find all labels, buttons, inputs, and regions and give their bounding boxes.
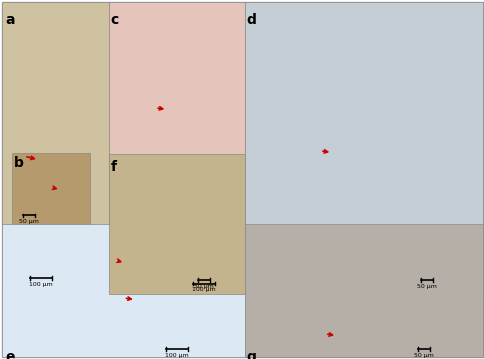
Text: a: a — [6, 13, 15, 27]
Text: 100 µm: 100 µm — [30, 282, 53, 287]
Text: b: b — [14, 156, 23, 170]
Bar — [244, 2, 482, 294]
Text: 100 µm: 100 µm — [165, 353, 188, 358]
Text: 50 µm: 50 µm — [194, 284, 213, 289]
Text: d: d — [246, 13, 256, 27]
Bar — [109, 154, 244, 294]
Text: f: f — [110, 160, 116, 174]
Bar — [244, 224, 482, 357]
Text: 50 µm: 50 µm — [416, 284, 436, 289]
Bar — [12, 153, 90, 224]
Bar — [2, 2, 109, 294]
Bar — [109, 2, 244, 294]
Text: e: e — [6, 350, 15, 359]
Text: c: c — [110, 13, 119, 27]
Text: g: g — [246, 350, 256, 359]
Text: 50 µm: 50 µm — [19, 219, 39, 224]
Text: 50 µm: 50 µm — [414, 353, 433, 358]
Text: 100 µm: 100 µm — [192, 287, 215, 292]
Bar — [2, 224, 244, 357]
